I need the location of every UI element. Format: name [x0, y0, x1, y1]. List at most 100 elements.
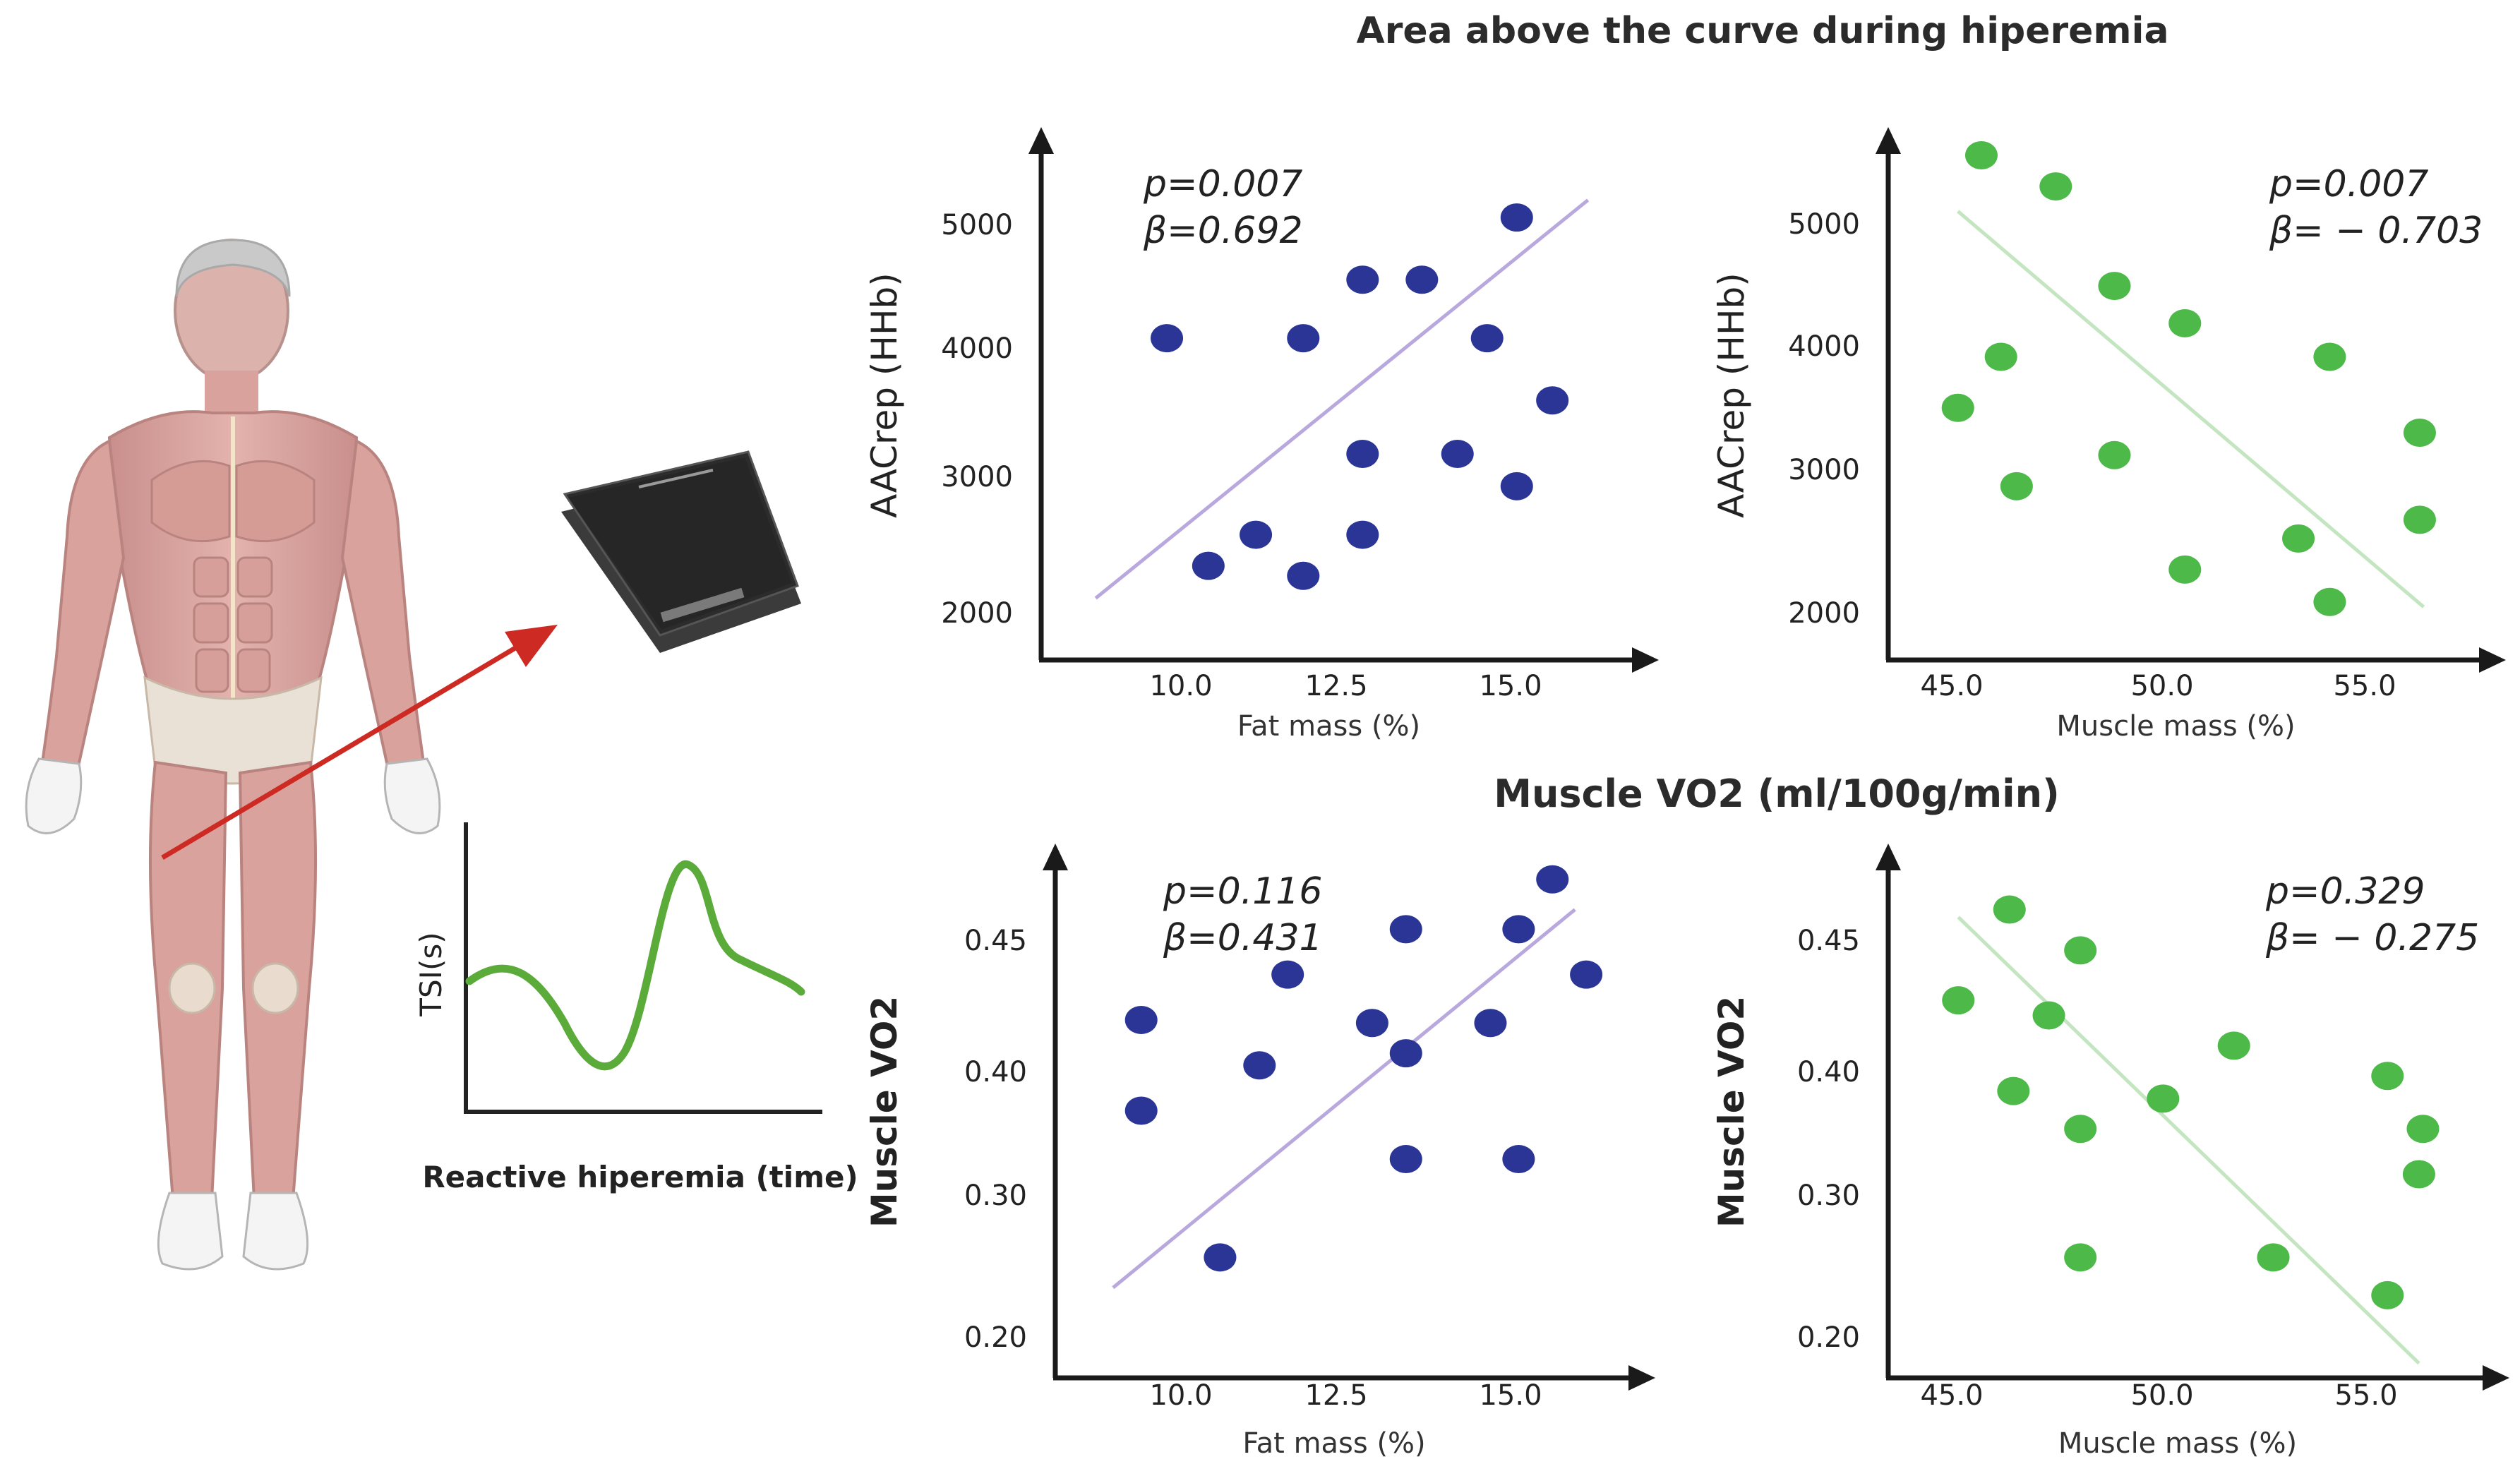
x-axis-arrow-icon	[2483, 1365, 2509, 1391]
trend-line	[1094, 198, 1590, 600]
data-point-9	[1405, 265, 1439, 294]
trend-line	[1957, 916, 2420, 1365]
x-tick-label: 55.0	[2333, 670, 2396, 702]
tsi-xlabel: Reactive hiperemia (time)	[422, 1160, 858, 1194]
scatter-chart-vo2-muscle: 0.20 0.30 0.40 0.45 45.0 50.0 55.0 Muscle mass …	[1711, 844, 2509, 1460]
red-arrow-icon	[161, 625, 558, 860]
data-point-10	[2282, 524, 2315, 553]
y-axis-arrow-icon	[1043, 844, 1068, 870]
x-tick-label: 50.0	[2130, 670, 2193, 702]
x-tick-label: 10.0	[1149, 1379, 1212, 1412]
x-axis-label: Fat mass (%)	[1242, 1427, 1425, 1460]
stat-annotation-line: p=0.007	[1143, 163, 1302, 205]
stat-annotation-line: β=0.431	[1163, 917, 1323, 959]
y-axis-label: Muscle VO2	[864, 996, 905, 1228]
data-point-1	[1151, 324, 1184, 353]
data-point-13	[1500, 203, 1533, 232]
stat-annotation-line: β= − 0.275	[2265, 917, 2479, 959]
data-point-9	[2168, 555, 2202, 584]
data-point-8	[2168, 308, 2202, 337]
data-point-12	[1502, 1145, 1535, 1174]
y-tick-label: 2000	[941, 597, 1013, 630]
y-tick-label: 3000	[941, 461, 1013, 493]
scatter-chart-vo2-fat: 0.20 0.30 0.40 0.45 10.0 12.5 15.0 Fat mass (%)…	[864, 844, 1655, 1460]
x-tick-label: 10.0	[1149, 670, 1212, 702]
x-tick-label: 15.0	[1479, 1379, 1542, 1412]
y-axis-arrow-icon	[1876, 127, 1901, 154]
y-tick-label: 4000	[941, 332, 1013, 365]
top-section-title: Area above the curve during hiperemia	[1356, 10, 2169, 52]
y-tick-label: 2000	[1788, 597, 1860, 630]
stat-annotation-line: p=0.007	[2269, 163, 2428, 205]
data-point-3	[1942, 986, 1975, 1015]
data-point-12	[1500, 472, 1533, 500]
trend-line	[1957, 210, 2425, 608]
data-point-6	[2064, 1115, 2097, 1144]
data-point-8	[2064, 1243, 2097, 1272]
x-tick-label: 55.0	[2334, 1379, 2397, 1412]
data-point-10	[2257, 1243, 2290, 1272]
data-point-13	[2403, 419, 2436, 448]
data-point-3	[1204, 1243, 1237, 1272]
data-point-7	[1346, 440, 1379, 468]
data-point-11	[1470, 324, 1504, 353]
data-point-6	[1346, 520, 1379, 549]
data-point-3	[1240, 520, 1273, 549]
bottom-section-title: Muscle VO2 (ml/100g/min)	[1494, 772, 2060, 816]
x-tick-label: 15.0	[1479, 670, 1542, 702]
y-axis-arrow-icon	[1028, 127, 1054, 154]
trend-line	[1112, 908, 1576, 1290]
data-point-2	[1124, 1096, 1158, 1125]
data-point-2	[2064, 936, 2097, 965]
data-point-4	[1941, 393, 1974, 422]
data-point-9	[2217, 1031, 2250, 1060]
x-axis-label: Muscle mass (%)	[2058, 1427, 2297, 1460]
tsi-curve-panel: TSI(s) Reactive hiperemia (time)	[414, 822, 858, 1194]
data-point-7	[2098, 440, 2131, 469]
scatter-chart-aac-fat: 2000 3000 4000 5000 10.0 12.5 15.0 Fat mass (%)…	[864, 127, 1659, 743]
data-point-3	[1984, 342, 2017, 371]
y-tick-label: 3000	[1788, 454, 1860, 486]
tsi-curve	[465, 860, 805, 1071]
x-axis-label: Muscle mass (%)	[2056, 710, 2295, 743]
data-point-6	[2098, 272, 2131, 301]
data-point-11	[2313, 342, 2346, 371]
y-axis-label: AACrep (HHb)	[864, 272, 905, 518]
data-point-1	[1964, 141, 1998, 169]
y-tick-label: 5000	[941, 209, 1013, 241]
data-point-11	[1502, 915, 1535, 944]
x-tick-label: 45.0	[1920, 670, 1983, 702]
x-axis-label: Fat mass (%)	[1237, 710, 1420, 743]
stat-annotation-line: p=0.329	[2265, 870, 2425, 913]
data-point-2	[1192, 551, 1225, 580]
data-point-12	[2313, 587, 2346, 616]
y-axis-arrow-icon	[1876, 844, 1901, 870]
data-point-1	[1993, 895, 2026, 924]
data-point-14	[2371, 1280, 2404, 1309]
human-muscle-body-icon	[25, 239, 441, 1271]
data-point-14	[1570, 960, 1603, 989]
data-point-14	[1536, 386, 1569, 415]
stat-annotation-line: β= − 0.703	[2269, 210, 2483, 252]
x-axis-arrow-icon	[1632, 647, 1659, 673]
data-point-4	[2032, 1001, 2065, 1030]
data-point-8	[1389, 1039, 1422, 1068]
data-point-13	[1536, 865, 1569, 894]
scatter-panels: 2000 3000 4000 5000 10.0 12.5 15.0 Fat mass (%)…	[864, 127, 2509, 1460]
scatter-chart-aac-muscle: 2000 3000 4000 5000 45.0 50.0 55.0 Muscle mass …	[1711, 127, 2506, 743]
data-point-10	[1474, 1009, 1507, 1038]
x-tick-label: 45.0	[1920, 1379, 1983, 1412]
data-point-5	[2000, 472, 2033, 500]
data-point-12	[2406, 1115, 2440, 1144]
y-tick-label: 0.40	[964, 1056, 1027, 1088]
tsi-ylabel: TSI(s)	[414, 932, 448, 1016]
y-tick-label: 0.45	[1797, 925, 1860, 957]
x-tick-label: 12.5	[1304, 1379, 1367, 1412]
stat-annotation-line: p=0.116	[1163, 870, 1322, 913]
data-point-7	[1389, 915, 1422, 944]
data-point-11	[2371, 1062, 2404, 1091]
data-point-6	[1355, 1009, 1388, 1038]
y-tick-label: 0.30	[964, 1180, 1027, 1212]
y-tick-label: 0.20	[1797, 1321, 1860, 1354]
y-tick-label: 5000	[1788, 208, 1860, 241]
